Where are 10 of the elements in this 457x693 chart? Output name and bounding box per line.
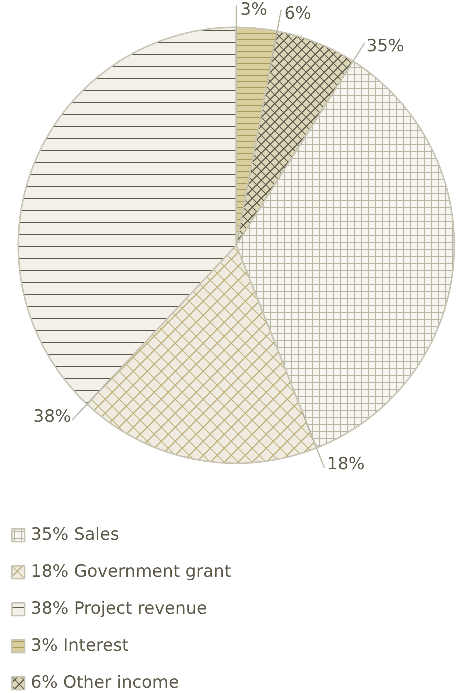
legend-label: 38% Project revenue: [31, 599, 208, 619]
legend-label: 18% Government grant: [31, 562, 232, 582]
data-label: 38%: [34, 407, 72, 428]
data-label: 18%: [327, 454, 365, 474]
legend-label: 6% Other income: [31, 673, 180, 693]
data-label: 35%: [366, 36, 404, 57]
data-label: 6%: [284, 4, 312, 24]
legend-label: 3% Interest: [31, 636, 129, 656]
data-label: 3%: [240, 0, 268, 20]
legend-label: 35% Sales: [31, 525, 120, 545]
